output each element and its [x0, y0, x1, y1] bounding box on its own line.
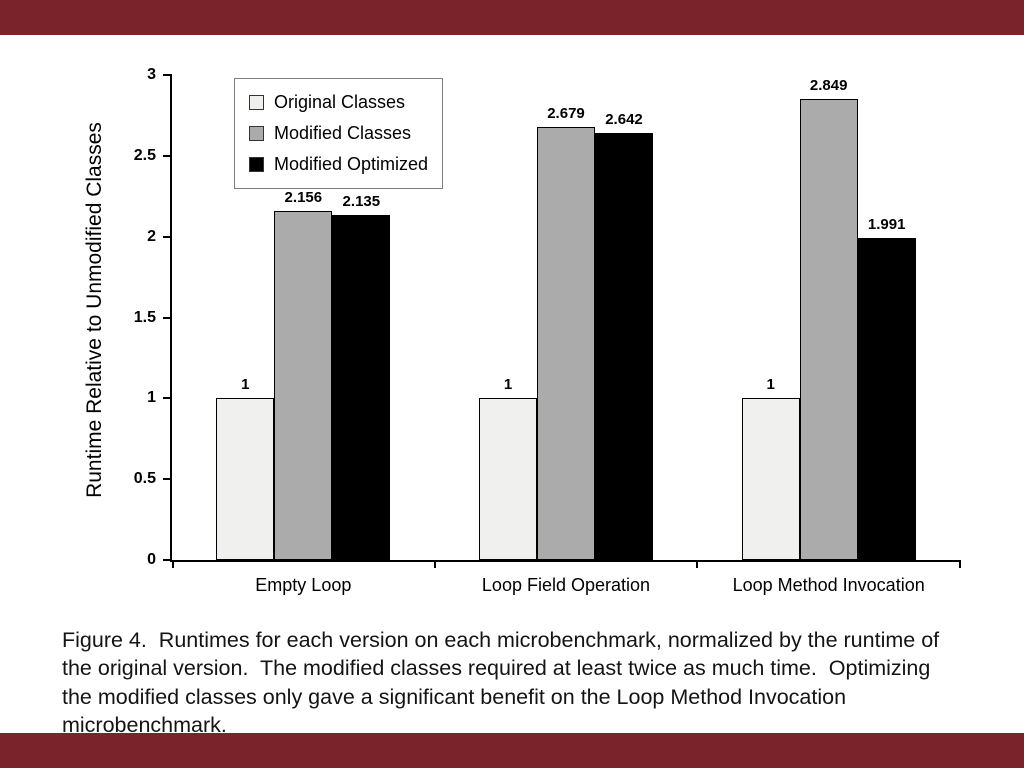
bar-rect — [274, 211, 333, 560]
bar: 2.156 — [274, 189, 333, 560]
bar-value-label: 2.679 — [547, 104, 585, 122]
x-axis-tick — [433, 560, 436, 568]
bar-rect — [478, 398, 537, 560]
bar-rect — [799, 99, 858, 560]
y-axis-tick-label: 0.5 — [133, 470, 156, 488]
y-axis-tick-label: 1 — [147, 389, 156, 407]
x-axis-tick — [959, 560, 961, 568]
legend-item: Modified Optimized — [249, 149, 428, 180]
bar: 2.849 — [799, 77, 858, 560]
bar: 2.642 — [594, 111, 653, 560]
y-axis-tick-label: 2 — [147, 227, 156, 245]
bar: 1.991 — [857, 216, 916, 560]
legend-item-label: Modified Classes — [274, 123, 412, 143]
bar-value-label: 1 — [766, 376, 775, 394]
x-category-label: Loop Field Operation — [481, 575, 651, 595]
legend-item-label: Original Classes — [274, 92, 406, 112]
legend-swatch — [249, 157, 264, 172]
y-axis-tick — [163, 559, 172, 561]
bar: 2.135 — [332, 193, 391, 560]
bar-group: 1 2.156 2.135 — [172, 75, 435, 560]
bar-value-label: 1.991 — [867, 216, 906, 234]
x-category-label: Loop Method Invocation — [732, 575, 925, 595]
y-axis-tick — [163, 316, 172, 319]
bar: 1 — [741, 376, 800, 560]
bar-rect — [857, 238, 916, 560]
y-axis-tick — [163, 397, 172, 400]
top-accent-bar — [0, 0, 1024, 35]
y-axis-tick-label: 0 — [147, 551, 156, 568]
bar-rect — [536, 126, 595, 560]
legend: Original Classes Modified Classes Modified… — [234, 78, 444, 189]
bar: 1 — [478, 376, 537, 560]
bar-value-label: 1 — [241, 376, 250, 394]
y-axis-tick-label: 1.5 — [133, 308, 156, 326]
x-axis-tick — [172, 560, 174, 568]
bar-group: 1 2.849 1.991 — [697, 75, 960, 560]
bar-value-label: 2.642 — [605, 110, 643, 128]
legend-swatch — [249, 126, 264, 141]
legend-item-label: Modified Optimized — [274, 154, 429, 174]
y-axis-tick — [163, 154, 172, 157]
x-category-label: Empty Loop — [255, 575, 352, 595]
bar-rect — [741, 398, 800, 560]
bottom-accent-bar — [0, 733, 1024, 768]
plot-area: Original Classes Modified Classes Modified… — [134, 67, 961, 595]
y-axis-title: Runtime Relative to Unmodified Classes — [83, 122, 106, 498]
legend-swatch — [249, 95, 264, 110]
bar: 1 — [216, 376, 275, 560]
x-axis-tick — [696, 560, 699, 568]
legend-item: Modified Classes — [249, 118, 428, 149]
bar-rect — [594, 132, 653, 560]
bar: 2.679 — [536, 105, 595, 560]
figure-caption: Figure 4. Runtimes for each version on e… — [62, 628, 946, 738]
y-axis-tick-label: 2.5 — [133, 146, 156, 164]
bar-value-label: 2.849 — [809, 77, 848, 95]
bar-rect — [332, 214, 391, 560]
bar-value-label: 1 — [503, 376, 513, 394]
y-axis-tick-label: 3 — [147, 66, 156, 83]
y-axis-tick — [163, 235, 172, 238]
bar-group: 1 2.679 2.642 — [435, 75, 698, 560]
y-axis-tick — [163, 74, 172, 76]
legend-item: Original Classes — [249, 87, 428, 118]
bar-value-label: 2.156 — [284, 189, 323, 207]
bar-value-label: 2.135 — [342, 192, 381, 210]
y-axis-tick — [163, 478, 172, 481]
bar-rect — [216, 398, 275, 560]
